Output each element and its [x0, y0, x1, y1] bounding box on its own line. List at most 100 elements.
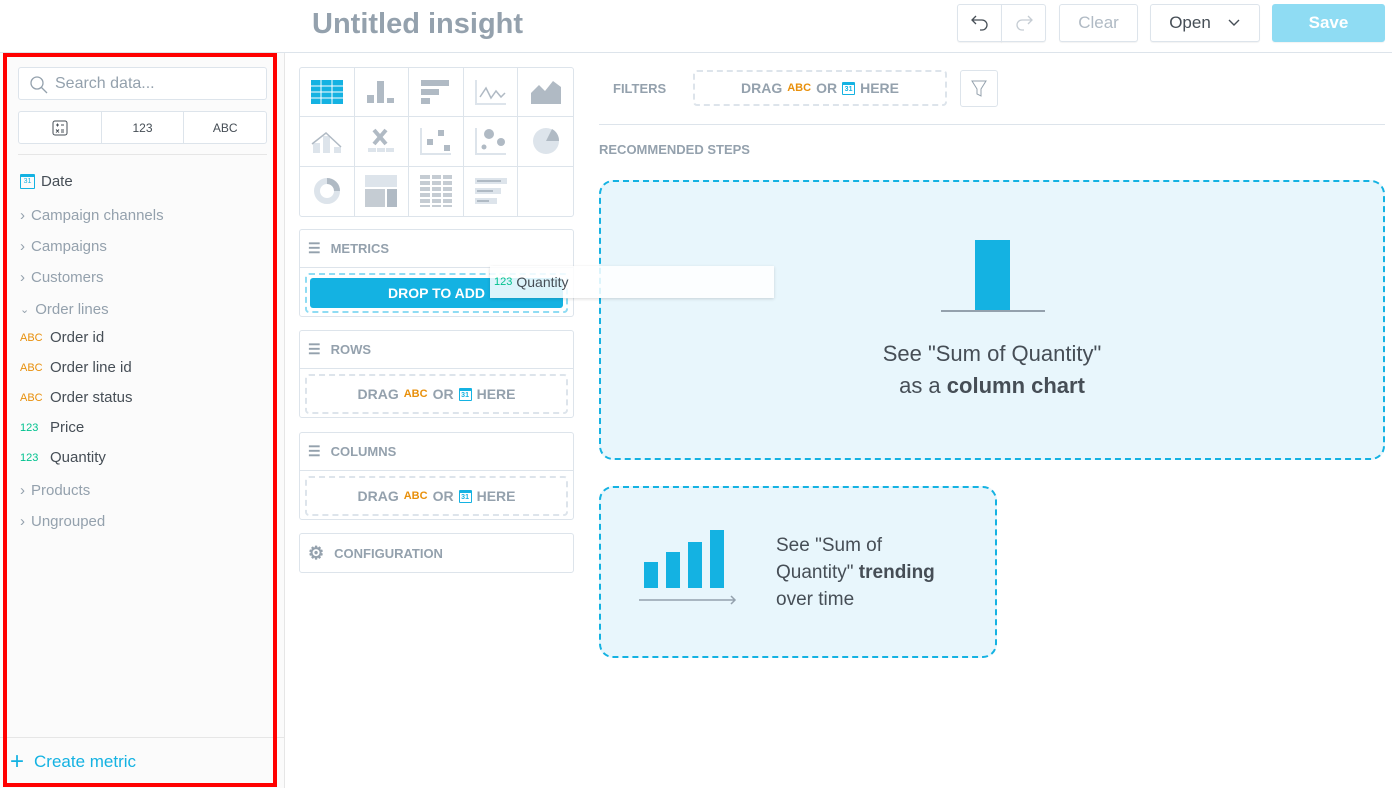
chevron-right-icon: › — [20, 482, 25, 499]
donut-chart-icon — [313, 178, 340, 205]
filter-button[interactable] — [960, 70, 998, 107]
funnel-icon — [971, 80, 987, 97]
sidebar-item-quantity[interactable]: 123 Quantity — [20, 449, 106, 466]
create-metric-label: Create metric — [34, 752, 137, 771]
vis-pie[interactable] — [518, 117, 573, 167]
vis-bar[interactable] — [409, 68, 464, 118]
redo-button[interactable] — [1001, 4, 1046, 42]
item-label: Customers — [31, 269, 104, 286]
vis-table[interactable] — [300, 68, 355, 118]
line2a: as a — [899, 373, 947, 398]
calendar-icon: 31 — [20, 174, 35, 189]
or-text: OR — [432, 488, 454, 504]
filter-numbers[interactable]: 123 — [102, 112, 185, 143]
line2b: column chart — [946, 373, 1085, 398]
vis-empty-cell — [518, 167, 573, 216]
sidebar-item-order-id[interactable]: ABC Order id — [20, 329, 104, 346]
save-button[interactable]: Save — [1272, 4, 1385, 42]
item-label: Products — [31, 482, 91, 499]
vis-treemap[interactable] — [355, 166, 410, 216]
area-chart-icon — [530, 81, 561, 105]
vis-bubble[interactable] — [463, 117, 519, 167]
header: Untitled insight Clear Open Save — [0, 0, 1392, 53]
filter-attributes[interactable]: ABC — [212, 120, 238, 135]
recommendation-trending[interactable]: See "Sum of Quantity" trending over time — [599, 486, 997, 658]
search-input[interactable]: Search data... — [18, 67, 267, 100]
chevron-right-icon: › — [20, 513, 25, 530]
sidebar-folder-customers[interactable]: › Customers — [20, 269, 104, 286]
sidebar-item-date[interactable]: 31 Date — [20, 173, 73, 190]
recommendation-text: See "Sum of Quantity" trending over time — [776, 532, 935, 613]
vis-heatmap[interactable] — [409, 166, 464, 216]
chevron-right-icon: › — [20, 207, 25, 224]
bullet-chart-icon — [474, 178, 507, 205]
bar-chart-icon — [420, 80, 449, 105]
heatmap-icon — [419, 175, 452, 208]
treemap-icon — [365, 175, 398, 208]
metrics-icon: ☰ — [308, 240, 321, 256]
item-label: Quantity — [50, 449, 106, 466]
chevron-down-icon — [1228, 19, 1240, 26]
calculator-icon — [52, 120, 68, 135]
item-label: Order lines — [35, 301, 109, 318]
sidebar-item-price[interactable]: 123 Price — [20, 419, 84, 436]
calendar-icon: 31 — [842, 81, 856, 95]
data-sidebar — [0, 53, 285, 788]
drag-text: DRAG — [357, 386, 399, 402]
insight-title[interactable]: Untitled insight — [312, 8, 524, 40]
line-chart-icon — [474, 80, 506, 106]
pie-chart-icon — [532, 128, 559, 155]
gear-icon: ⚙ — [308, 542, 325, 563]
undo-button[interactable] — [957, 4, 1002, 42]
item-label: Order id — [50, 329, 105, 346]
here-text: HERE — [476, 488, 516, 504]
recommendation-column-chart[interactable]: See "Sum of Quantity" as a column chart — [599, 180, 1385, 460]
sidebar-folder-campaigns[interactable]: › Campaigns — [20, 238, 107, 255]
metrics-title: METRICS — [330, 241, 390, 256]
line1: See "Sum of Quantity" — [882, 341, 1102, 366]
create-metric-button[interactable]: + Create metric — [10, 748, 137, 775]
drag-text: DRAG — [741, 80, 783, 96]
fact-icon: 123 — [20, 421, 39, 434]
divider — [0, 737, 285, 738]
undo-icon — [970, 15, 988, 31]
drag-text: DRAG — [357, 488, 399, 504]
item-label: Order status — [50, 389, 133, 406]
columns-drop-zone[interactable]: DRAG ABC OR 31 HERE — [305, 476, 568, 516]
sidebar-folder-products[interactable]: › Products — [20, 482, 90, 499]
vis-bullet[interactable] — [464, 166, 519, 216]
or-text: OR — [816, 80, 838, 96]
attribute-icon: ABC — [403, 490, 428, 502]
recommendation-text: See "Sum of Quantity" as a column chart — [601, 338, 1383, 402]
vis-donut[interactable] — [300, 166, 355, 216]
vis-headline[interactable] — [354, 117, 410, 167]
sidebar-item-order-line-id[interactable]: ABC Order line id — [20, 359, 132, 376]
attribute-icon: ABC — [20, 361, 43, 374]
clear-button[interactable]: Clear — [1059, 4, 1138, 42]
rows-drop-zone[interactable]: DRAG ABC OR 31 HERE — [305, 374, 568, 414]
sidebar-folder-order-lines[interactable]: ⌄ Order lines — [20, 301, 109, 318]
vis-area[interactable] — [518, 68, 573, 118]
vis-combo[interactable] — [300, 117, 355, 167]
here-text: HERE — [860, 80, 899, 96]
configuration-section[interactable]: ⚙ CONFIGURATION — [299, 533, 574, 573]
columns-title: COLUMNS — [330, 444, 397, 459]
vis-scatter[interactable] — [409, 117, 464, 167]
rows-bucket: ☰ ROWS DRAG ABC OR 31 HERE — [299, 330, 574, 418]
item-label: Ungrouped — [31, 513, 106, 530]
line3: over time — [776, 589, 855, 610]
filter-calculated[interactable] — [19, 112, 102, 143]
here-text: HERE — [476, 386, 516, 402]
or-text: OR — [432, 386, 454, 402]
vis-line[interactable] — [463, 68, 519, 118]
filters-drop-zone[interactable]: DRAG ABC OR 31 HERE — [693, 70, 947, 106]
dragged-item[interactable]: 123 Quantity — [490, 266, 774, 298]
calendar-icon: 31 — [458, 387, 472, 401]
sidebar-item-order-status[interactable]: ABC Order status — [20, 389, 133, 406]
vis-column[interactable] — [354, 68, 410, 118]
attribute-icon: ABC — [20, 331, 43, 344]
sidebar-folder-campaign-channels[interactable]: › Campaign channels — [20, 207, 164, 224]
plus-icon: + — [10, 748, 25, 775]
sidebar-folder-ungrouped[interactable]: › Ungrouped — [20, 513, 105, 530]
open-button[interactable]: Open — [1150, 4, 1260, 42]
